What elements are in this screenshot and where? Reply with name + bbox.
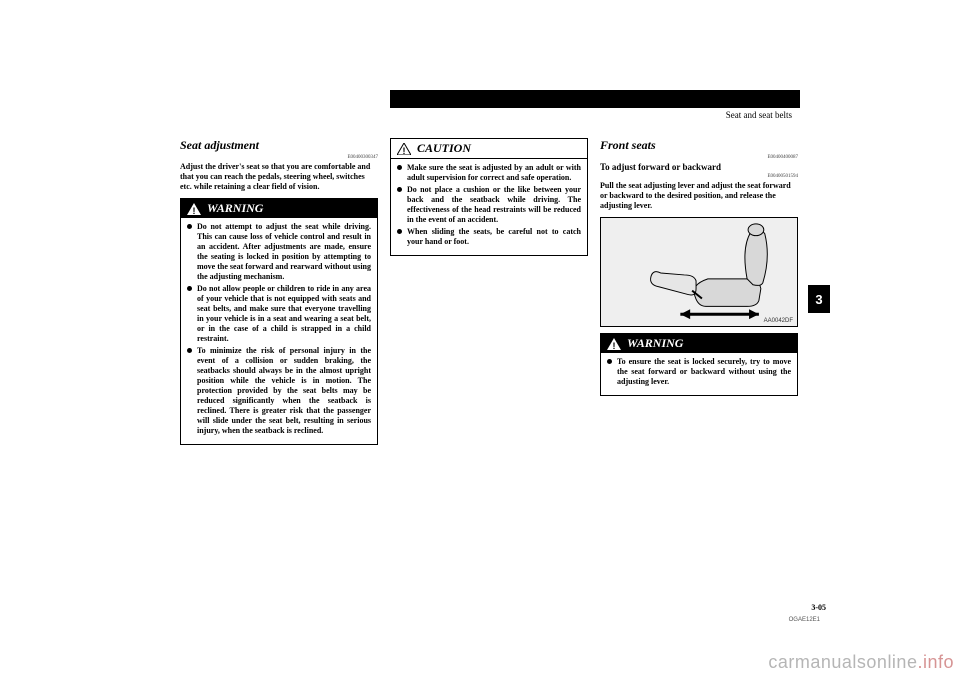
header-section-title: Seat and seat belts [726, 110, 792, 120]
warning-label-1: WARNING [207, 201, 263, 216]
caution-box: ! CAUTION Make sure the seat is adjusted… [390, 138, 588, 256]
warning-label-2: WARNING [627, 336, 683, 351]
svg-text:!: ! [613, 341, 616, 350]
seat-adjustment-code: E00400300347 [180, 155, 378, 160]
seat-adjustment-title: Seat adjustment [180, 138, 378, 153]
svg-text:!: ! [193, 206, 196, 215]
caution-body: Make sure the seat is adjusted by an adu… [391, 159, 587, 255]
page-content: Seat and seat belts Seat adjustment E004… [180, 90, 800, 610]
caution-header: ! CAUTION [391, 139, 587, 159]
warning-icon: ! [607, 338, 621, 350]
chapter-tab: 3 [808, 285, 830, 313]
adjust-forward-code: E00400501594 [600, 174, 798, 179]
caution-item: Make sure the seat is adjusted by an adu… [397, 163, 581, 183]
warning-item: Do not attempt to adjust the seat while … [187, 222, 371, 282]
footer-code: OGAE12E1 [789, 617, 820, 623]
caution-icon: ! [397, 143, 411, 155]
column-1: Seat adjustment E00400300347 Adjust the … [180, 138, 378, 451]
page-number: 3-05 [811, 603, 826, 612]
caution-label: CAUTION [417, 141, 471, 156]
front-seats-code: E00400400087 [600, 155, 798, 160]
warning-body-1: Do not attempt to adjust the seat while … [181, 218, 377, 444]
columns: Seat adjustment E00400300347 Adjust the … [180, 138, 800, 451]
warning-item: To ensure the seat is locked securely, t… [607, 357, 791, 387]
caution-item: When sliding the seats, be careful not t… [397, 227, 581, 247]
svg-text:!: ! [403, 146, 406, 155]
front-seats-title: Front seats [600, 138, 798, 153]
seat-figure: AA0042DF [600, 217, 798, 327]
warning-header-1: ! WARNING [181, 199, 377, 218]
header-bar [390, 90, 800, 108]
warning-item: To minimize the risk of personal injury … [187, 346, 371, 436]
warning-header-2: ! WARNING [601, 334, 797, 353]
warning-body-2: To ensure the seat is locked securely, t… [601, 353, 797, 395]
warning-item: Do not allow people or children to ride … [187, 284, 371, 344]
warning-box-1: ! WARNING Do not attempt to adjust the s… [180, 198, 378, 445]
figure-code: AA0042DF [764, 318, 793, 324]
watermark-right: .info [917, 652, 954, 672]
watermark: carmanualsonline.info [768, 652, 954, 673]
warning-box-2: ! WARNING To ensure the seat is locked s… [600, 333, 798, 396]
adjust-forward-title: To adjust forward or backward [600, 162, 798, 172]
caution-item: Do not place a cushion or the like betwe… [397, 185, 581, 225]
column-3: Front seats E00400400087 To adjust forwa… [600, 138, 798, 451]
warning-icon: ! [187, 203, 201, 215]
adjust-forward-intro: Pull the seat adjusting lever and adjust… [600, 181, 798, 211]
watermark-left: carmanualsonline [768, 652, 917, 672]
column-2: ! CAUTION Make sure the seat is adjusted… [390, 138, 588, 451]
seat-adjustment-intro: Adjust the driver's seat so that you are… [180, 162, 378, 192]
